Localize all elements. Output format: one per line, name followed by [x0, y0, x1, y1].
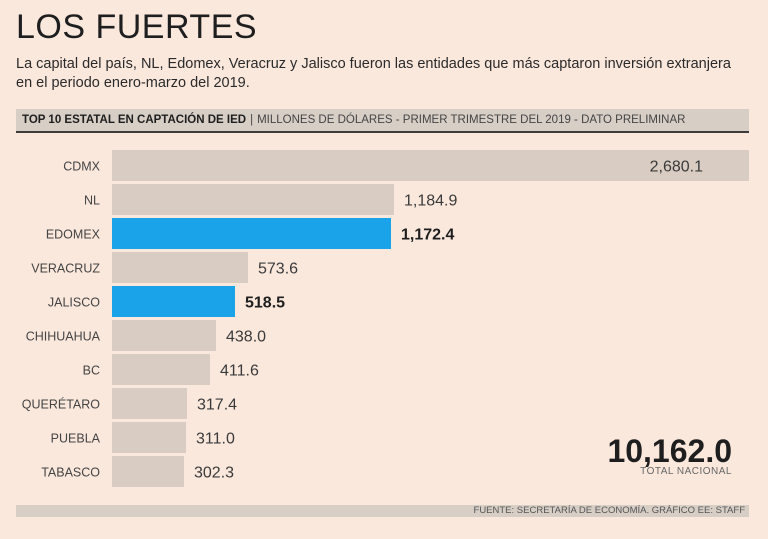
value-label-queretaro: 317.4: [197, 397, 237, 414]
total-label: TOTAL NACIONAL: [640, 466, 732, 477]
bar-edomex: [112, 218, 391, 249]
bar-queretaro: [112, 388, 187, 419]
chart-header: TOP 10 ESTATAL EN CAPTACIÓN DE IED | MILLO…: [16, 109, 749, 133]
value-label-bc: 411.6: [220, 363, 259, 380]
total-value: 10,162.0: [607, 433, 732, 469]
subtitle: La capital del país, NL, Edomex, Veracru…: [16, 56, 731, 91]
total-box: 10,162.0 TOTAL NACIONAL: [607, 434, 732, 477]
category-label-jalisco: JALISCO: [48, 296, 100, 310]
bar-veracruz: [112, 252, 248, 283]
category-label-edomex: EDOMEX: [46, 228, 101, 242]
category-label-cdmx: CDMX: [63, 160, 100, 174]
source-footer: FUENTE: SECRETARÍA DE ECONOMÍA. GRÁFICO …: [16, 505, 749, 517]
chart-header-title: TOP 10 ESTATAL EN CAPTACIÓN DE IED: [22, 114, 247, 126]
chart-header-separator: |: [250, 114, 254, 126]
bar-bc: [112, 354, 210, 385]
bar-cdmx: [112, 150, 749, 181]
value-label-puebla: 311.0: [196, 431, 235, 448]
category-label-veracruz: VERACRUZ: [31, 262, 100, 276]
bar-nl: [112, 184, 394, 215]
value-label-edomex: 1,172.4: [401, 227, 454, 244]
value-label-tabasco: 302.3: [194, 465, 234, 482]
value-label-chihuahua: 438.0: [226, 329, 266, 346]
bar-chihuahua: [112, 320, 216, 351]
bar-chart: CDMX 2,680.1 NL 1,184.9 EDOMEX 1,172.4 VERACRU…: [22, 150, 749, 487]
value-label-nl: 1,184.9: [404, 193, 457, 210]
value-label-veracruz: 573.6: [258, 261, 298, 278]
category-label-tabasco: TABASCO: [41, 466, 100, 480]
category-label-queretaro: QUERÉTARO: [22, 397, 101, 412]
bar-tabasco: [112, 456, 184, 487]
value-label-cdmx: 2,680.1: [650, 159, 703, 176]
bar-puebla: [112, 422, 186, 453]
chart-header-units: MILLONES DE DÓLARES - PRIMER TRIMESTRE D…: [257, 114, 686, 126]
value-label-jalisco: 518.5: [245, 295, 285, 312]
source-text: FUENTE: SECRETARÍA DE ECONOMÍA. GRÁFICO …: [473, 505, 745, 516]
category-label-chihuahua: CHIHUAHUA: [26, 330, 101, 344]
bar-jalisco: [112, 286, 235, 317]
category-label-bc: BC: [83, 364, 100, 378]
category-label-puebla: PUEBLA: [51, 432, 101, 446]
page-title: LOS FUERTES: [16, 8, 258, 46]
category-label-nl: NL: [84, 194, 100, 208]
